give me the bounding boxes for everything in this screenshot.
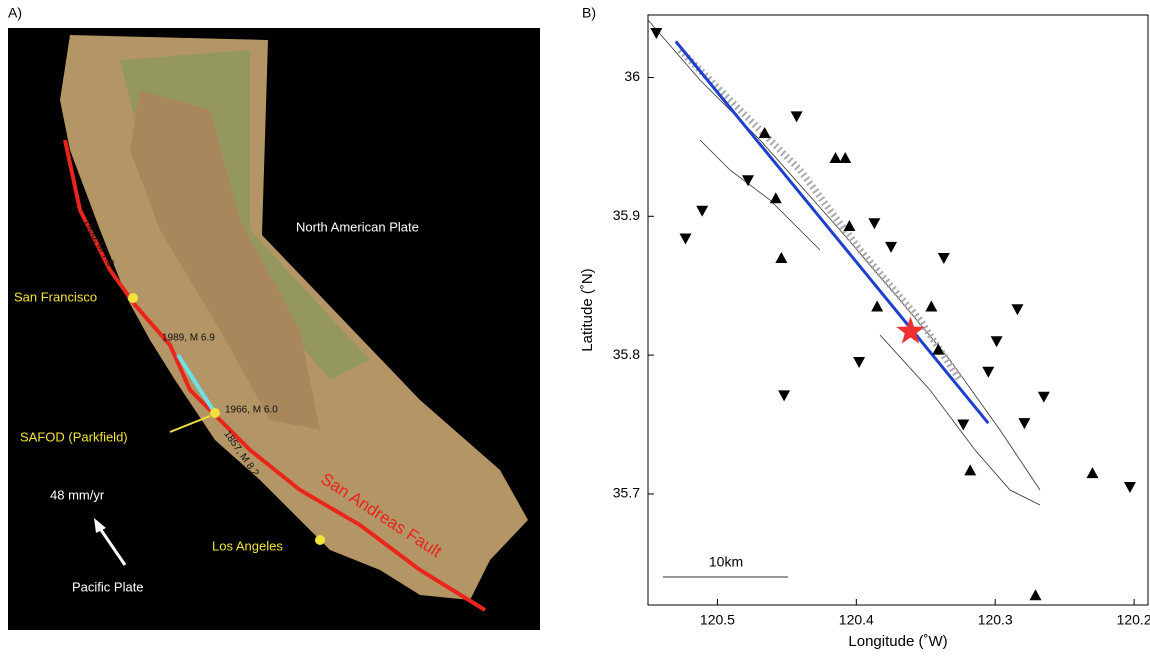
city-label: San Francisco bbox=[14, 289, 97, 304]
station bbox=[1086, 467, 1099, 479]
fault-model-line bbox=[674, 40, 990, 425]
station bbox=[937, 252, 950, 264]
y-axis-label: Latitude (˚N) bbox=[579, 268, 596, 351]
eq-label: 1989, M 6.9 bbox=[162, 333, 215, 344]
y-tick-label: 35.9 bbox=[613, 207, 640, 223]
station bbox=[932, 343, 945, 355]
station bbox=[790, 111, 803, 123]
fault-trace bbox=[879, 334, 1041, 506]
x-axis-label: Longitude (˚W) bbox=[848, 633, 947, 650]
station bbox=[769, 192, 782, 204]
seismicity bbox=[677, 47, 963, 382]
creeping-segment bbox=[176, 353, 215, 412]
rate-label: 48 mm/yr bbox=[50, 487, 105, 502]
station bbox=[742, 175, 754, 187]
station bbox=[1037, 391, 1050, 403]
station bbox=[829, 151, 842, 163]
arrow bbox=[97, 526, 127, 566]
y-tick-label: 35.7 bbox=[613, 485, 640, 501]
y-tick-label: 35.8 bbox=[613, 346, 640, 362]
station bbox=[778, 390, 791, 402]
fault-trace bbox=[647, 19, 1041, 491]
station bbox=[853, 357, 866, 369]
x-tick-label: 120.4 bbox=[839, 612, 874, 628]
station bbox=[957, 419, 970, 431]
station bbox=[843, 220, 856, 232]
station bbox=[839, 151, 852, 163]
station bbox=[775, 251, 788, 263]
station bbox=[990, 336, 1003, 348]
panel-a: A) North American Plate San Francisco 19… bbox=[8, 5, 540, 630]
plate-label: Pacific Plate bbox=[72, 579, 144, 594]
y-tick-label: 36 bbox=[624, 68, 640, 84]
x-tick-label: 120.5 bbox=[700, 612, 735, 628]
station bbox=[1029, 589, 1042, 601]
station bbox=[982, 366, 995, 378]
city-label: Los Angeles bbox=[212, 538, 283, 553]
station bbox=[758, 127, 771, 138]
station bbox=[1011, 304, 1024, 316]
arrow-head bbox=[94, 518, 106, 533]
eq-label: 1966, M 6.0 bbox=[225, 405, 278, 416]
fault-trace bbox=[63, 139, 487, 612]
station bbox=[1018, 418, 1031, 430]
panel-b: B) 10km Longitude (˚W) Latitude (˚N) 120… bbox=[579, 5, 1150, 650]
station bbox=[868, 218, 881, 230]
panel-label: B) bbox=[582, 5, 596, 21]
fault-trace bbox=[699, 139, 821, 251]
pointer bbox=[169, 415, 211, 433]
site-label: SAFOD (Parkfield) bbox=[20, 429, 128, 444]
panel-label: A) bbox=[8, 5, 22, 21]
station bbox=[925, 300, 938, 312]
central-valley bbox=[130, 90, 320, 430]
city-dot bbox=[210, 408, 220, 418]
station bbox=[885, 241, 898, 253]
station bbox=[679, 233, 692, 245]
scale-label: 10km bbox=[709, 554, 743, 570]
station bbox=[650, 28, 663, 40]
city-dot bbox=[315, 535, 325, 545]
plot-frame bbox=[647, 14, 1149, 606]
station bbox=[871, 300, 884, 312]
x-tick-label: 120.3 bbox=[978, 612, 1013, 628]
station bbox=[696, 205, 709, 217]
plate-label: North American Plate bbox=[296, 219, 419, 234]
station bbox=[1123, 482, 1136, 493]
x-tick-label: 120.2 bbox=[1117, 612, 1150, 628]
epicenter bbox=[896, 316, 925, 344]
city-dot bbox=[128, 293, 138, 303]
station bbox=[964, 464, 977, 476]
